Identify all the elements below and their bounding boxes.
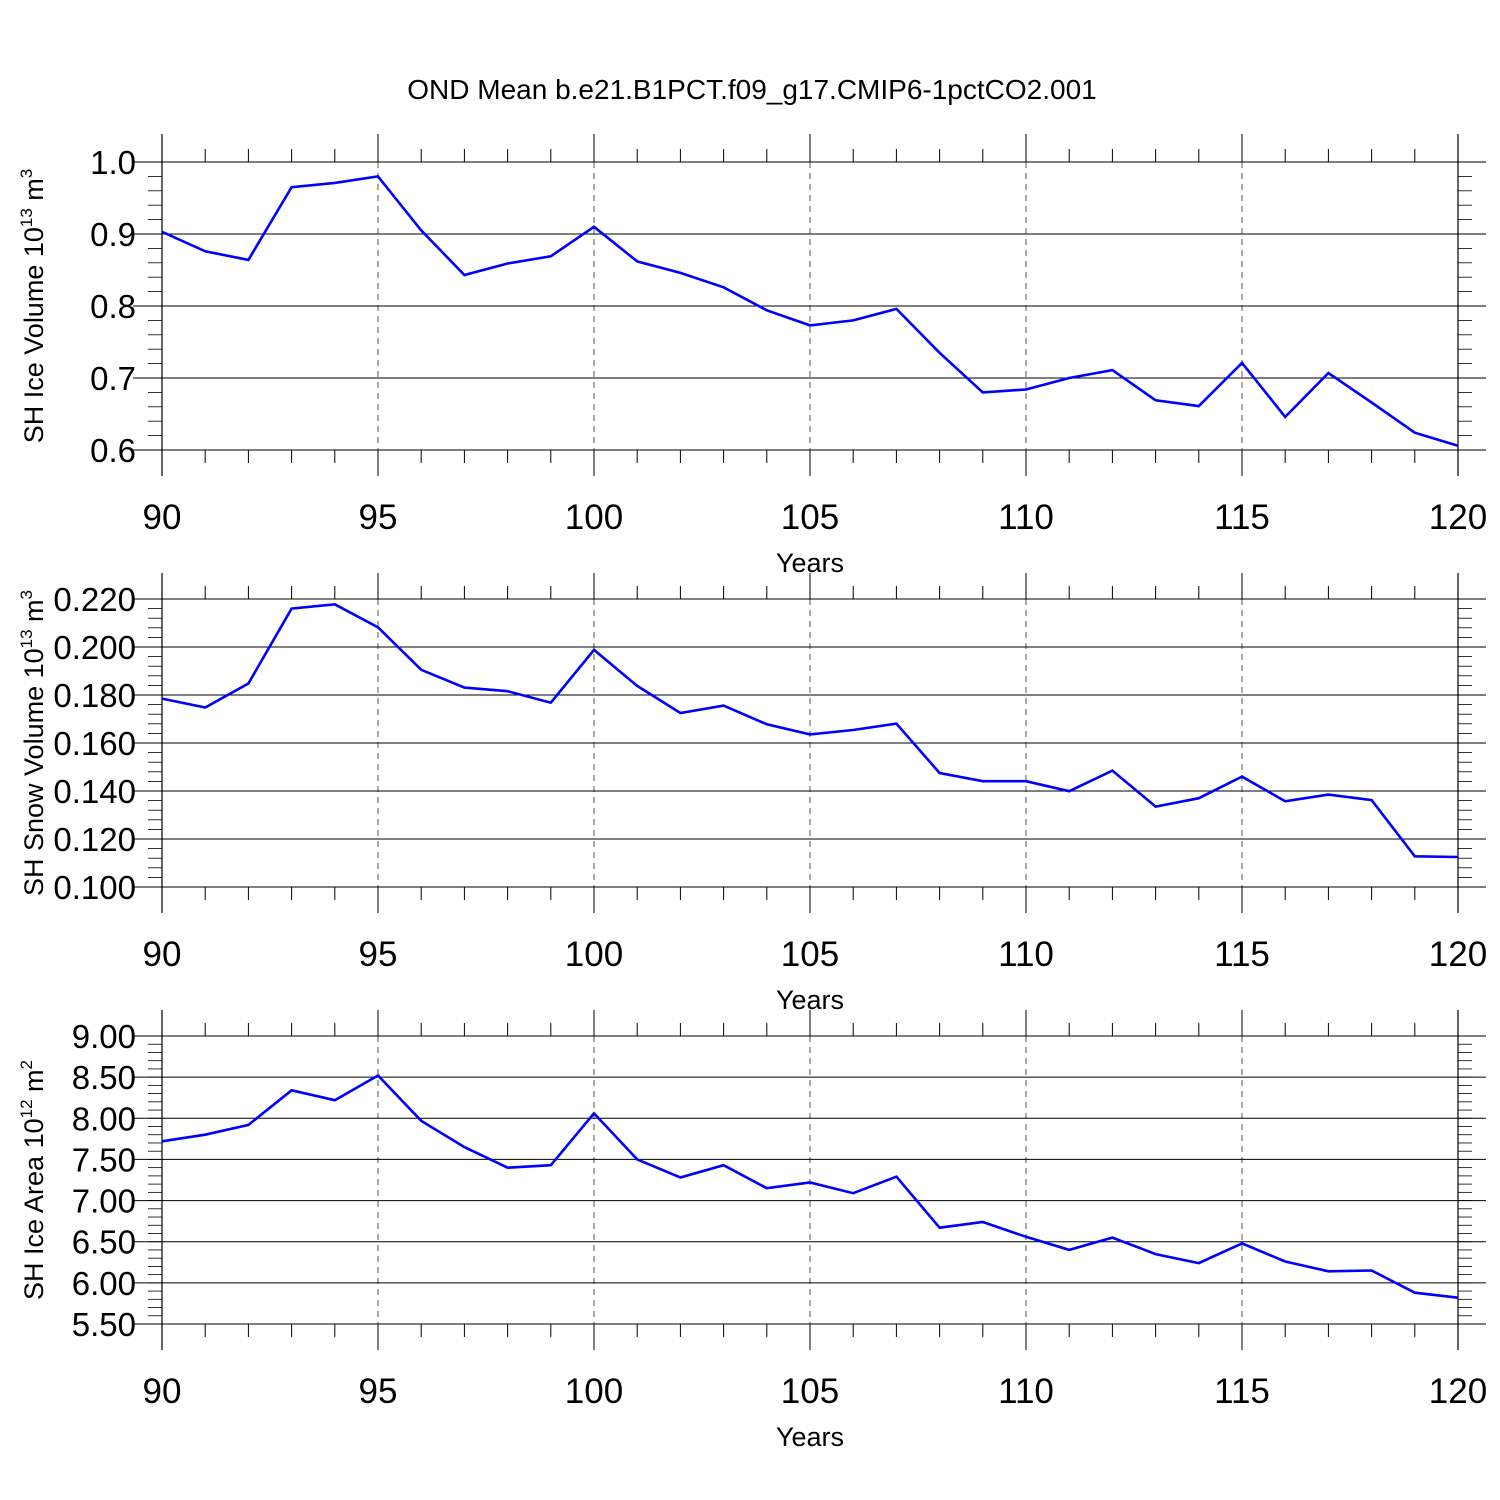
y-tick-label: 0.160 <box>53 725 136 762</box>
x-tick-label: 115 <box>1214 498 1270 537</box>
y-axis-label-text: SH Ice Area 10 <box>19 1118 49 1300</box>
x-tick-label: 105 <box>781 935 839 974</box>
x-tick-label: 115 <box>1214 935 1270 974</box>
y-tick-label: 0.200 <box>53 629 136 666</box>
y-axis-label-unit: m <box>19 599 49 629</box>
x-tick-label: 120 <box>1429 935 1487 974</box>
x-tick-label: 100 <box>565 1372 623 1411</box>
panel-snow-volume: 0.100 0.120 0.140 0.160 0.180 0.200 0.220 90 95 1… <box>17 573 1487 1015</box>
x-tick-label: 110 <box>998 1372 1054 1411</box>
y-tick-label: 0.140 <box>53 773 136 810</box>
y-axis-label-exponent: 13 <box>17 208 36 227</box>
x-tick-label: 95 <box>359 935 398 974</box>
y-tick-label: 0.100 <box>53 869 136 906</box>
x-axis-label: Years <box>776 1422 844 1452</box>
y-axis-label-exponent: 12 <box>17 1099 36 1118</box>
y-tick-label: 0.180 <box>53 677 136 714</box>
y-tick-label: 5.50 <box>72 1306 136 1343</box>
y-axis-label: SH Snow Volume 1013 m3 <box>17 590 49 896</box>
y-axis-label-unit-exponent: 2 <box>17 1060 36 1069</box>
series-line <box>161 1073 1459 1299</box>
panels: 0.6 0.7 0.8 0.9 1.0 90 95 100 105 110 115 120 Years S… <box>17 134 1487 1452</box>
y-axis-label-unit-exponent: 3 <box>17 169 36 178</box>
y-tick-label: 8.50 <box>72 1059 136 1096</box>
x-tick-label: 120 <box>1429 498 1487 537</box>
y-tick-label: 7.50 <box>72 1141 136 1178</box>
y-tick-label: 6.50 <box>72 1224 136 1261</box>
panel-ice-volume: 0.60.70.80.91.090 95 100 105 110 115 120YearsS… <box>17 134 1487 578</box>
y-tick-label: 7.00 <box>72 1183 136 1220</box>
y-axis-label-exponent: 13 <box>17 629 36 648</box>
x-tick-label: 110 <box>998 498 1054 537</box>
x-tick-label: 90 <box>143 498 182 537</box>
x-tick-label: 90 <box>143 935 182 974</box>
y-tick-label: 1.0 <box>90 144 136 181</box>
x-tick-label: 100 <box>565 498 623 537</box>
y-axis-label: SH Ice Area 1012 m2 <box>17 1060 49 1300</box>
y-tick-label: 6.00 <box>72 1265 136 1302</box>
y-tick-label: 0.220 <box>53 581 136 618</box>
y-axis-label-unit-exponent: 3 <box>17 590 36 599</box>
x-tick-label: 95 <box>359 1372 398 1411</box>
y-tick-label: 0.6 <box>90 432 136 469</box>
y-axis-label-text: SH Ice Volume 10 <box>19 227 49 443</box>
figure-title: OND Mean b.e21.B1PCT.f09_g17.CMIP6-1pctC… <box>407 74 1096 105</box>
x-tick-label: 120 <box>1429 1372 1487 1411</box>
x-tick-label: 100 <box>565 935 623 974</box>
y-axis-label-unit: m <box>19 178 49 208</box>
y-tick-label: 0.9 <box>90 216 136 253</box>
x-tick-label: 95 <box>359 498 398 537</box>
x-tick-label: 110 <box>998 935 1054 974</box>
y-tick-label: 0.120 <box>53 821 136 858</box>
y-tick-label: 0.8 <box>90 288 136 325</box>
y-axis-label-unit: m <box>19 1069 49 1099</box>
x-tick-label: 115 <box>1214 1372 1270 1411</box>
y-tick-label: 8.00 <box>72 1100 136 1137</box>
x-tick-label: 105 <box>781 1372 839 1411</box>
y-axis-label: SH Ice Volume 1013 m3 <box>17 169 49 444</box>
y-tick-label: 0.7 <box>90 360 136 397</box>
x-tick-label: 105 <box>781 498 839 537</box>
y-axis-label-text: SH Snow Volume 10 <box>19 648 49 896</box>
y-tick-label: 9.00 <box>72 1018 136 1055</box>
panel-ice-area: 5.50 6.00 6.50 7.00 7.50 8.00 8.50 9.00 90 95 100 1… <box>17 1010 1487 1452</box>
x-tick-label: 90 <box>143 1372 182 1411</box>
